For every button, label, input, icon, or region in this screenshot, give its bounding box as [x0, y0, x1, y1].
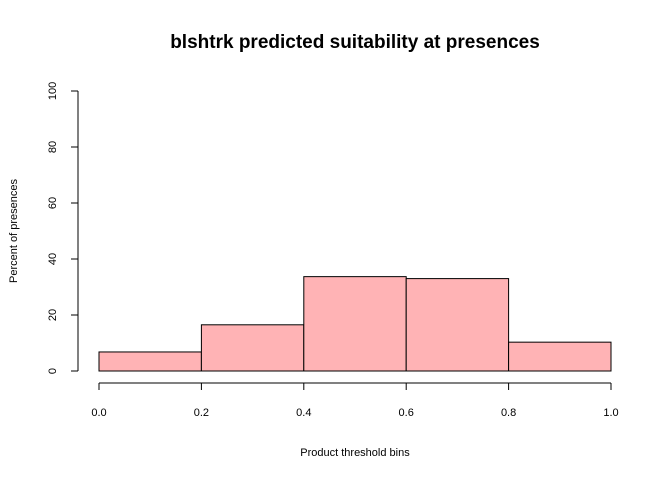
x-tick-label: 0.8 — [501, 407, 516, 419]
x-tick-label: 1.0 — [603, 407, 618, 419]
chart-title: blshtrk predicted suitability at presenc… — [170, 32, 540, 53]
histogram-bar — [98, 351, 202, 372]
x-tick-label: 0.2 — [194, 407, 209, 419]
histogram-bar — [508, 341, 612, 372]
y-tick-label: 40 — [47, 253, 59, 265]
x-tick-label: 0.0 — [91, 407, 106, 419]
y-tick-label: 100 — [47, 82, 59, 100]
y-tick-label: 60 — [47, 197, 59, 209]
y-axis: 0 20 40 60 80 100 — [47, 82, 79, 374]
histogram-bar — [405, 278, 510, 372]
y-tick-label: 0 — [47, 368, 59, 374]
x-tick-label: 0.6 — [399, 407, 414, 419]
x-tick-label: 0.4 — [296, 407, 311, 419]
y-tick-label: 20 — [47, 309, 59, 321]
y-axis-label: Percent of presences — [8, 179, 20, 283]
histogram-bar — [303, 276, 407, 372]
x-axis: 0.0 0.2 0.4 0.6 0.8 1.0 — [91, 382, 619, 419]
bars-group — [98, 276, 612, 372]
x-axis-label: Product threshold bins — [300, 447, 410, 459]
histogram-bar — [200, 324, 305, 372]
y-tick-label: 80 — [47, 141, 59, 153]
